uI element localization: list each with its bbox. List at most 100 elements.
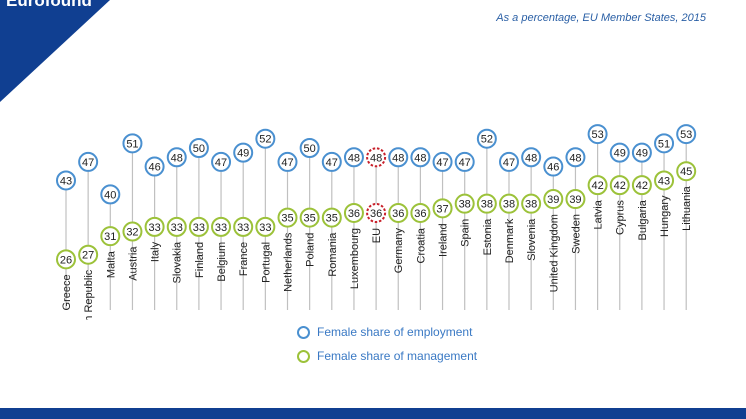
category-label: Lithuania <box>681 185 693 231</box>
management-value: 31 <box>104 231 116 243</box>
category-ireland: 47 37 Ireland <box>432 151 453 310</box>
employment-dot <box>321 151 342 172</box>
category-label: Italy <box>150 241 162 262</box>
employment-value: 48 <box>525 152 537 164</box>
management-dot <box>454 193 475 214</box>
category-label: Greece <box>61 274 73 310</box>
category-label: United Kingdom <box>548 214 560 292</box>
category-label: France <box>238 242 250 276</box>
footer-bar <box>0 408 746 419</box>
employment-dot <box>56 170 76 191</box>
employment-dot <box>410 147 431 168</box>
employment-dot <box>432 151 453 172</box>
category-luxembourg: 48 36 Luxembourg <box>343 147 364 310</box>
category-denmark: 47 38 Denmark <box>499 151 519 310</box>
management-dot <box>587 175 608 196</box>
category-finland: 50 33 Finland <box>188 138 209 310</box>
management-dot <box>255 216 276 237</box>
employment-value: 46 <box>148 162 160 174</box>
category-netherlands: 47 35 Netherlands <box>277 151 298 310</box>
employment-value: 47 <box>326 157 338 169</box>
category-greece: 43 26 Greece <box>56 170 76 310</box>
management-dot <box>144 216 165 237</box>
category-label: Luxembourg <box>349 228 361 289</box>
employment-value: 53 <box>680 129 692 141</box>
employment-value: 47 <box>503 157 515 169</box>
management-dot <box>654 170 675 191</box>
management-value: 38 <box>525 199 537 211</box>
management-value: 38 <box>503 199 515 211</box>
category-eu: 48 36 EU <box>366 147 387 310</box>
category-label: Malta <box>105 250 117 278</box>
category-slovenia: 48 38 Slovenia <box>521 147 542 310</box>
management-dot <box>277 207 298 228</box>
category-label: Austria <box>127 246 139 281</box>
management-dot <box>410 202 431 223</box>
category-label: Ireland <box>438 223 450 257</box>
employment-dot <box>388 147 409 168</box>
employment-dot <box>100 184 121 205</box>
management-value: 33 <box>237 222 249 234</box>
chart-plot: 43 26 Greece 47 27 Czech Republic 40 31 Malta 51 3… <box>56 124 697 320</box>
employment-dot <box>454 151 475 172</box>
employment-dot <box>78 151 99 172</box>
management-value: 39 <box>547 194 559 206</box>
category-austria: 51 32 Austria <box>122 133 143 310</box>
employment-dot <box>211 151 232 172</box>
employment-dot <box>188 138 209 158</box>
employment-value: 48 <box>414 152 426 164</box>
employment-dot <box>233 142 254 163</box>
employment-value: 48 <box>392 152 404 164</box>
brand-logo: Eurofound <box>6 0 92 10</box>
employment-dot <box>122 133 143 154</box>
category-lithuania: 53 45 Lithuania <box>676 124 697 310</box>
management-dot <box>366 202 387 223</box>
category-label: EU <box>371 228 383 243</box>
management-value: 32 <box>126 227 138 239</box>
management-value: 37 <box>436 203 448 215</box>
category-malta: 40 31 Malta <box>100 184 121 310</box>
management-value: 39 <box>569 194 581 206</box>
management-dot <box>100 226 121 247</box>
chart-subtitle: As a percentage, EU Member States, 2015 <box>496 12 706 24</box>
category-czech-republic: 47 27 Czech Republic <box>78 151 99 320</box>
legend-label-management: Female share of management <box>317 349 478 363</box>
category-label: Spain <box>460 219 472 247</box>
category-label: Denmark <box>504 218 516 263</box>
category-label: Sweden <box>570 214 582 254</box>
employment-dot <box>343 147 364 168</box>
employment-dot <box>166 147 187 168</box>
management-dot <box>78 244 99 265</box>
management-dot <box>166 216 187 237</box>
employment-value: 48 <box>569 152 581 164</box>
employment-value: 52 <box>259 134 271 146</box>
category-croatia: 48 36 Croatia <box>410 147 431 310</box>
category-germany: 48 36 Germany <box>388 147 409 310</box>
category-latvia: 53 42 Latvia <box>587 124 608 310</box>
management-dot <box>56 249 76 270</box>
category-france: 49 33 France <box>233 142 254 310</box>
management-value: 35 <box>281 213 293 225</box>
category-label: Croatia <box>415 227 427 263</box>
legend-marker-employment <box>297 325 310 339</box>
employment-value: 47 <box>281 157 293 169</box>
employment-dot <box>654 133 675 154</box>
employment-value: 47 <box>215 157 227 169</box>
employment-value: 43 <box>60 175 72 187</box>
employment-dot <box>609 142 630 163</box>
management-value: 33 <box>148 222 160 234</box>
category-label: Finland <box>194 242 206 278</box>
category-label: Estonia <box>482 218 494 256</box>
category-label: Slovenia <box>526 218 538 261</box>
employment-dot <box>277 151 298 172</box>
employment-value: 48 <box>348 152 360 164</box>
employment-value: 40 <box>104 189 116 201</box>
management-value: 35 <box>326 213 338 225</box>
management-dot <box>476 193 497 214</box>
management-dot <box>211 216 232 237</box>
category-slovakia: 48 33 Slovakia <box>166 147 187 310</box>
category-label: Cyprus <box>615 200 627 235</box>
management-value: 36 <box>414 208 426 220</box>
management-value: 36 <box>370 208 382 220</box>
management-dot <box>122 221 143 242</box>
